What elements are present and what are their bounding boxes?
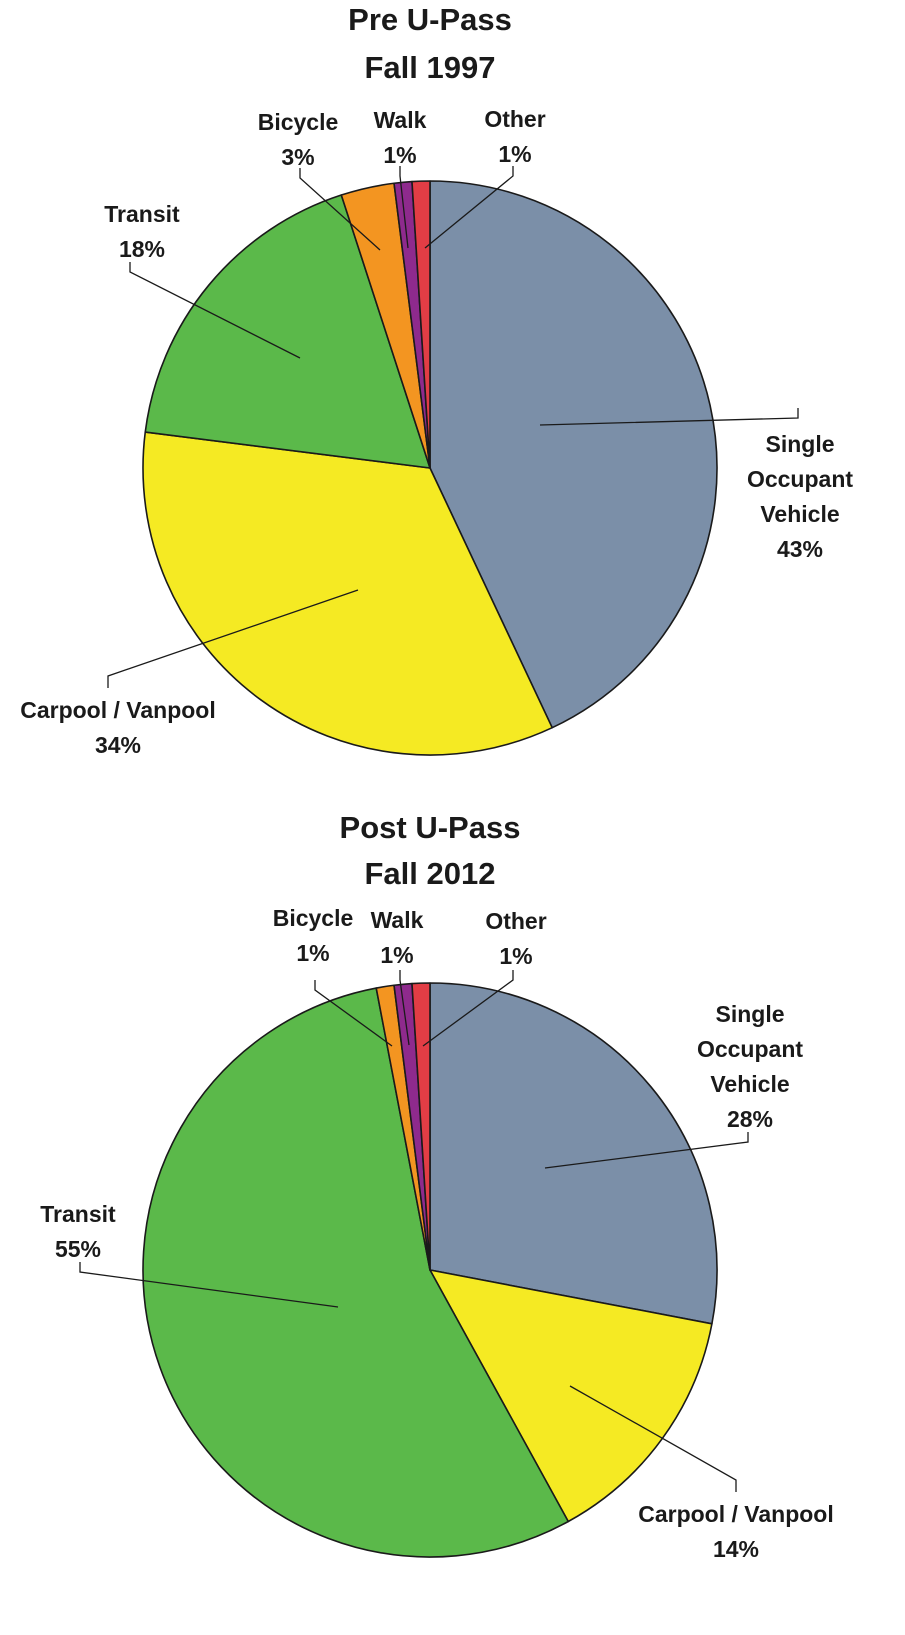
leader-line-carpool <box>107 589 359 688</box>
slice-transit <box>142 987 570 1558</box>
slice-label-bicycle: Bicycle 1% <box>273 905 393 1047</box>
slice-name-bicycle: Bicycle <box>258 109 339 135</box>
slice-label-walk: Walk 1% <box>374 107 427 249</box>
slice-name-transit: Transit <box>104 201 180 227</box>
slice-percent-bicycle: 1% <box>296 940 329 966</box>
pie-chart-1: Pre U-Pass Fall 1997 Single Occupant Vehicle… <box>20 2 853 758</box>
leader-line-carpool <box>569 1385 737 1492</box>
leader-line-transit <box>79 1262 339 1308</box>
slice-percent-transit: 55% <box>55 1236 101 1262</box>
leader-line-walk <box>399 970 410 1046</box>
slice-name-sov: Vehicle <box>760 501 839 527</box>
slice-label-carpool: Carpool / Vanpool 34% <box>20 589 359 758</box>
slice-label-other: Other 1% <box>424 106 546 249</box>
slice-name-carpool: Carpool / Vanpool <box>20 697 216 723</box>
leader-line-sov <box>539 408 799 426</box>
slice-label-transit: Transit 18% <box>104 201 301 359</box>
leader-line-other <box>424 166 514 249</box>
slice-name-sov: Occupant <box>697 1036 803 1062</box>
slice-percent-other: 1% <box>499 943 532 969</box>
chart-subtitle: Fall 2012 <box>365 856 496 891</box>
slice-name-transit: Transit <box>40 1201 116 1227</box>
slice-label-other: Other 1% <box>422 908 547 1047</box>
slice-percent-sov: 28% <box>727 1106 773 1132</box>
slice-name-other: Other <box>484 106 545 132</box>
slice-name-other: Other <box>485 908 546 934</box>
slice-name-carpool: Carpool / Vanpool <box>638 1501 834 1527</box>
leader-line-sov <box>544 1132 749 1169</box>
slice-label-walk: Walk 1% <box>371 907 424 1046</box>
pie-slices <box>142 982 718 1558</box>
slice-name-bicycle: Bicycle <box>273 905 354 931</box>
pie-chart-2: Post U-Pass Fall 2012 Single Occupant Vehicl… <box>40 810 833 1562</box>
slice-name-sov: Single <box>715 1001 784 1027</box>
slice-percent-transit: 18% <box>119 236 165 262</box>
chart-title: Post U-Pass <box>340 810 521 845</box>
slice-percent-carpool: 34% <box>95 732 141 758</box>
slice-label-sov: Single Occupant Vehicle 43% <box>539 408 853 562</box>
slice-other <box>411 180 431 469</box>
slice-name-sov: Vehicle <box>710 1071 789 1097</box>
slice-sov <box>429 180 718 729</box>
slice-label-sov: Single Occupant Vehicle 28% <box>544 1001 803 1169</box>
pie-slices <box>142 180 718 756</box>
slice-percent-sov: 43% <box>777 536 823 562</box>
slice-label-transit: Transit 55% <box>40 1201 339 1308</box>
slice-other <box>411 982 431 1271</box>
slice-percent-walk: 1% <box>380 942 413 968</box>
chart-subtitle: Fall 1997 <box>365 50 496 85</box>
slice-label-bicycle: Bicycle 3% <box>258 109 381 251</box>
leader-line-walk <box>399 166 409 249</box>
slice-percent-other: 1% <box>498 141 531 167</box>
slice-name-walk: Walk <box>374 107 427 133</box>
slice-label-carpool: Carpool / Vanpool 14% <box>569 1385 834 1562</box>
leader-line-bicycle <box>314 980 393 1047</box>
slice-name-sov: Occupant <box>747 466 853 492</box>
slice-sov <box>429 982 718 1325</box>
slice-percent-bicycle: 3% <box>281 144 314 170</box>
slice-transit <box>144 194 431 469</box>
leader-line-other <box>422 970 514 1047</box>
chart-title: Pre U-Pass <box>348 2 512 37</box>
slice-percent-carpool: 14% <box>713 1536 759 1562</box>
leader-line-bicycle <box>299 168 381 251</box>
slice-name-sov: Single <box>765 431 834 457</box>
slice-name-walk: Walk <box>371 907 424 933</box>
slice-percent-walk: 1% <box>383 142 416 168</box>
leader-line-transit <box>129 262 301 359</box>
